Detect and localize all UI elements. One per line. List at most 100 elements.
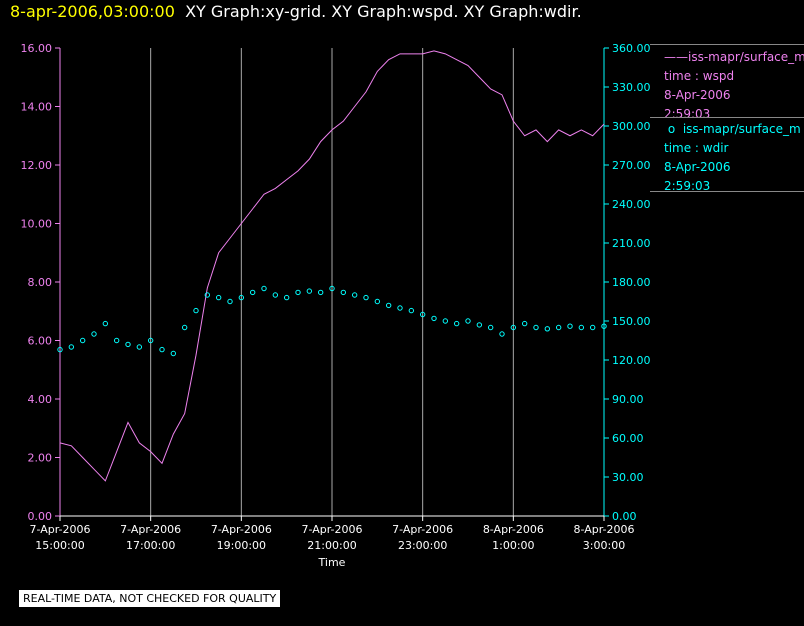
series-wdir-point (385, 302, 392, 309)
y-left-tick-label: 16.00 (21, 42, 53, 55)
y-right-tick-label: 300.00 (612, 120, 651, 133)
legend-separator-mid (650, 117, 804, 118)
y-right-tick-label: 150.00 (612, 315, 651, 328)
series-wdir-point (147, 337, 154, 344)
series-wdir-point (193, 307, 199, 314)
y-left-tick-label: 6.00 (28, 335, 53, 348)
series-wdir-point (136, 344, 143, 350)
series-wdir-point (374, 298, 381, 305)
series-wspd-line (59, 50, 605, 482)
legend-wdir-var: time : wdir (664, 141, 729, 155)
chart-title-bar: 8-apr-2006,03:00:00 XY Graph:xy-grid. XY… (10, 2, 582, 21)
legend-separator-bottom (650, 191, 804, 192)
series-wdir-point (91, 331, 97, 337)
legend-separator-top (650, 44, 804, 45)
series-wdir-point (453, 320, 460, 327)
legend-wspd-title: ——iss-mapr/surface_m (664, 48, 804, 67)
x-tick-label-time: 17:00:00 (126, 539, 175, 552)
series-wdir-point (329, 285, 335, 292)
series-wdir-point (465, 318, 471, 324)
legend-wspd-date: 8-Apr-2006 (664, 88, 731, 102)
y-left-tick-label: 14.00 (21, 101, 53, 114)
legend-wspd-marker: —— (664, 50, 688, 64)
series-wdir-point (113, 337, 120, 344)
series-wdir-point (317, 289, 324, 296)
series-wdir-point (578, 324, 585, 331)
series-wdir-point (544, 326, 551, 332)
series-wdir-point (125, 341, 131, 348)
y-right-tick-label: 120.00 (612, 354, 651, 367)
series-wdir-point (397, 305, 403, 311)
series-wdir-point (249, 289, 256, 296)
series-wdir-point (499, 331, 505, 337)
series-wdir-point (510, 324, 517, 331)
x-tick-label-time: 15:00:00 (35, 539, 84, 552)
series-wdir-point (476, 322, 483, 328)
legend-wdir-name: iss-mapr/surface_m (682, 122, 801, 136)
series-wdir-point (102, 320, 109, 327)
series-wdir-point (340, 289, 347, 296)
series-wdir-point (79, 337, 86, 344)
y-left-tick-label: 0.00 (28, 510, 53, 523)
quality-disclaimer: REAL-TIME DATA, NOT CHECKED FOR QUALITY (19, 590, 281, 607)
series-wdir-point (295, 289, 301, 296)
x-tick-label-time: 3:00:00 (583, 539, 625, 552)
y-left-tick-label: 4.00 (28, 393, 53, 406)
x-tick-label-time: 23:00:00 (398, 539, 447, 552)
series-wdir-point (601, 323, 607, 329)
y-right-tick-label: 270.00 (612, 159, 651, 172)
x-tick-label-date: 7-Apr-2006 (392, 523, 453, 536)
series-wdir-point (408, 307, 415, 314)
series-wdir-point (215, 294, 222, 301)
y-right-tick-label: 210.00 (612, 237, 651, 250)
graph-list: XY Graph:xy-grid. XY Graph:wspd. XY Grap… (185, 2, 582, 21)
legend-wspd: ——iss-mapr/surface_m time : wspd 8-Apr-2… (664, 48, 804, 124)
x-tick-label-date: 7-Apr-2006 (301, 523, 362, 536)
legend-wdir-time: 2:59:03 (664, 179, 711, 193)
series-wdir-point (533, 324, 539, 331)
series-wdir-point (555, 324, 562, 331)
series-wdir-point (159, 346, 165, 353)
series-wdir-point (204, 292, 211, 298)
x-tick-label-time: 1:00:00 (492, 539, 534, 552)
legend-wdir-title: o iss-mapr/surface_m (664, 120, 804, 139)
x-tick-label-date: 8-Apr-2006 (483, 523, 544, 536)
chart-date: 8-apr-2006,03:00:00 (10, 2, 175, 21)
x-tick-label-date: 7-Apr-2006 (29, 523, 90, 536)
series-wdir-point (181, 324, 188, 331)
legend-wdir: o iss-mapr/surface_m time : wdir 8-Apr-2… (664, 120, 804, 196)
y-left-tick-label: 2.00 (28, 452, 53, 465)
legend-wspd-name: iss-mapr/surface_m (688, 50, 804, 64)
legend-wdir-date: 8-Apr-2006 (664, 160, 731, 174)
series-wdir-point (261, 285, 267, 292)
series-wdir-point (306, 288, 313, 294)
series-wdir-point (170, 350, 177, 357)
series-wdir-point (283, 294, 290, 301)
series-wdir-point (238, 294, 245, 301)
series-wdir-point (431, 315, 437, 322)
x-tick-label-date: 8-Apr-2006 (573, 523, 634, 536)
x-tick-label-time: 21:00:00 (307, 539, 356, 552)
legend-wspd-var: time : wspd (664, 69, 735, 83)
y-right-tick-label: 360.00 (612, 42, 651, 55)
series-wdir-point (272, 292, 279, 298)
x-tick-label-time: 19:00:00 (217, 539, 266, 552)
series-wdir-point (521, 320, 528, 327)
x-tick-label-date: 7-Apr-2006 (120, 523, 181, 536)
y-right-tick-label: 90.00 (612, 393, 644, 406)
y-right-tick-label: 330.00 (612, 81, 651, 94)
series-wdir-point (419, 311, 426, 318)
series-wdir-point (487, 324, 494, 331)
x-axis-label: Time (318, 556, 346, 569)
y-right-tick-label: 60.00 (612, 432, 644, 445)
series-wdir-point (567, 323, 573, 329)
series-wdir-point (68, 344, 75, 350)
y-right-tick-label: 240.00 (612, 198, 651, 211)
legend-wdir-marker: o (667, 122, 676, 136)
series-wdir-point (442, 318, 449, 324)
series-wdir-point (351, 292, 358, 298)
y-left-tick-label: 10.00 (21, 218, 53, 231)
y-right-tick-label: 30.00 (612, 471, 644, 484)
series-wdir-point (57, 346, 63, 353)
